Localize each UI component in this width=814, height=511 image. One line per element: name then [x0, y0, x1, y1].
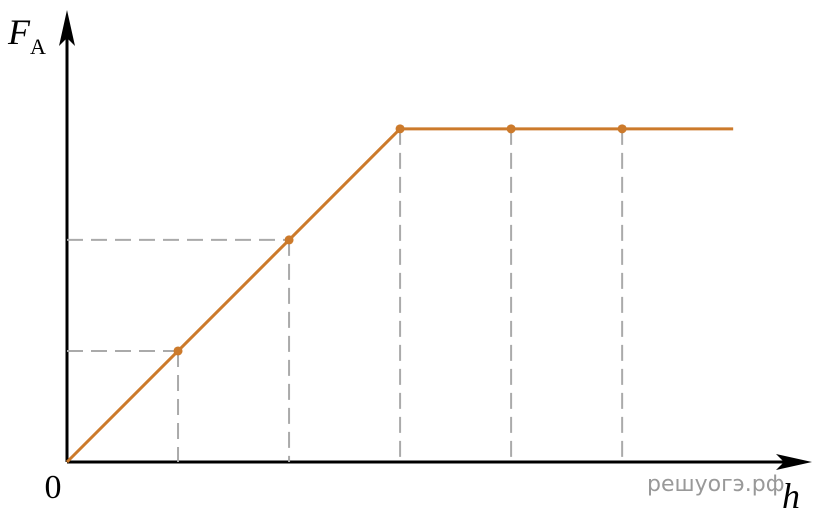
data-point — [395, 124, 405, 134]
x-axis-arrow — [776, 454, 812, 470]
y-axis-label: F — [7, 12, 31, 52]
y-axis-arrow — [59, 10, 75, 46]
watermark: решуогэ.рф — [647, 472, 785, 497]
y-axis-label-subscript: A — [30, 34, 46, 59]
data-point — [617, 124, 627, 134]
data-point — [173, 346, 183, 356]
x-tick-label: 0 — [45, 469, 62, 506]
data-point — [506, 124, 516, 134]
x-axis-label: h — [782, 476, 800, 511]
data-point — [284, 235, 294, 245]
